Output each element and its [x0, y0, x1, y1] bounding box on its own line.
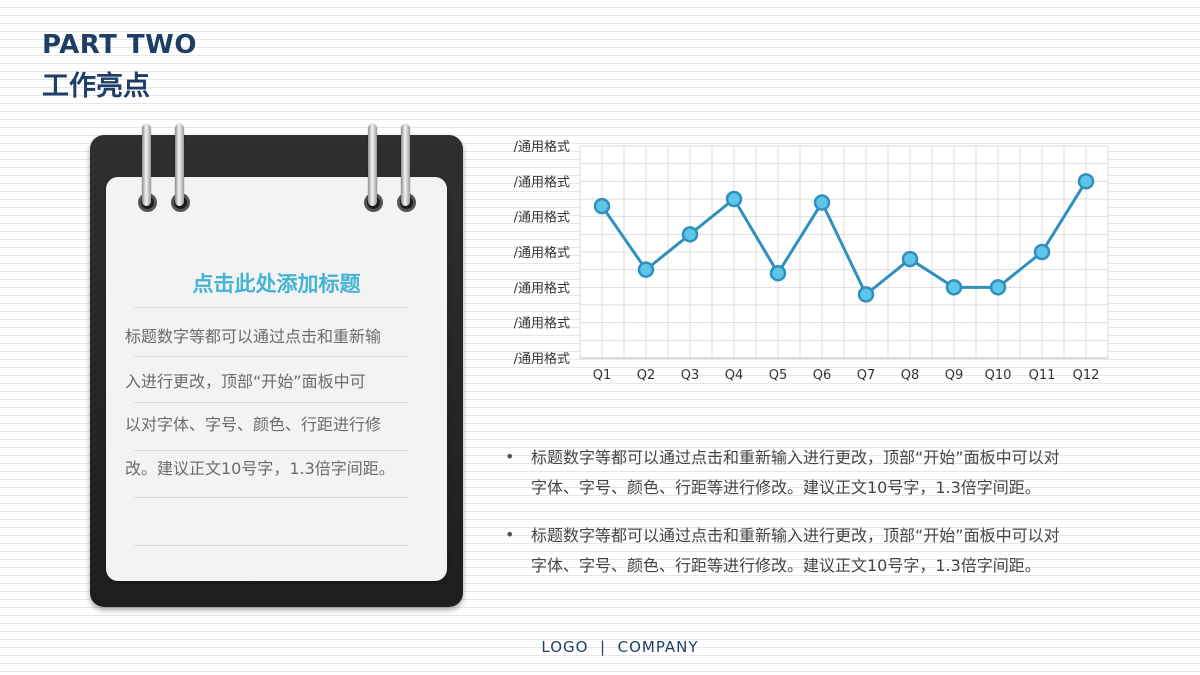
line-chart: /通用格式/通用格式/通用格式/通用格式/通用格式/通用格式/通用格式 Q1 Q2 Q… — [498, 132, 1118, 394]
card-body-line: 以对字体、字号、颜色、行距进行修 — [125, 415, 382, 434]
section-label: PART TWO — [42, 30, 197, 60]
bullet-line: 标题数字等都可以通过点击和重新输入进行更改，顶部“开始”面板中可以对 — [531, 448, 1060, 467]
data-point — [813, 194, 831, 211]
data-point — [901, 250, 919, 268]
divider — [134, 450, 408, 451]
y-tick-label: /通用格式 — [514, 210, 570, 226]
data-point — [1077, 173, 1095, 190]
binder-ring — [142, 124, 151, 206]
data-point — [1033, 243, 1051, 261]
x-tick-label: Q11 — [1029, 368, 1056, 383]
data-point — [681, 226, 699, 243]
card-body-line: 入进行更改，顶部“开始”面板中可 — [125, 372, 366, 391]
data-point — [857, 286, 875, 303]
x-tick-label: Q3 — [681, 368, 700, 383]
bullet-text: 标题数字等都可以通过点击和重新输入进行更改，顶部“开始”面板中可以对 字体、字号… — [531, 443, 1111, 503]
y-tick-label: /通用格式 — [514, 316, 570, 332]
bullet-text: 标题数字等都可以通过点击和重新输入进行更改，顶部“开始”面板中可以对 字体、字号… — [531, 521, 1111, 581]
card-body-line: 标题数字等都可以通过点击和重新输 — [125, 327, 382, 346]
data-point — [637, 261, 655, 278]
series-line — [600, 180, 1088, 296]
bullet-line: 字体、字号、颜色、行距等进行修改。建议正文10号字，1.3倍字间距。 — [531, 478, 1041, 497]
x-tick-label: Q5 — [769, 368, 788, 383]
x-tick-label: Q10 — [985, 368, 1012, 383]
x-tick-label: Q8 — [901, 368, 920, 383]
divider — [134, 545, 408, 546]
y-tick-label: /通用格式 — [514, 174, 570, 190]
page-title: 工作亮点 — [42, 71, 150, 102]
x-tick-label: Q12 — [1073, 368, 1100, 383]
footer-logo: LOGO | COMPANY — [541, 638, 699, 656]
divider — [134, 307, 408, 308]
binder-ring — [175, 124, 184, 206]
data-point — [769, 264, 787, 282]
chart-svg: /通用格式/通用格式/通用格式/通用格式/通用格式/通用格式/通用格式 Q1 Q2 Q… — [514, 139, 1109, 383]
card-body-line: 改。建议正文10号字，1.3倍字间距。 — [125, 459, 395, 478]
bullet-dot: • — [505, 447, 515, 466]
bullet-line: 字体、字号、颜色、行距等进行修改。建议正文10号字，1.3倍字间距。 — [531, 556, 1041, 575]
divider — [134, 497, 408, 498]
x-tick-label: Q4 — [725, 368, 744, 383]
data-point — [725, 190, 743, 208]
y-tick-label: /通用格式 — [514, 139, 570, 155]
data-point — [945, 279, 963, 296]
x-tick-label: Q6 — [813, 368, 832, 383]
x-tick-label: Q2 — [637, 368, 656, 383]
x-tick-label: Q1 — [593, 368, 612, 383]
bullet-line: 标题数字等都可以通过点击和重新输入进行更改，顶部“开始”面板中可以对 — [531, 526, 1060, 545]
y-tick-label: /通用格式 — [514, 245, 570, 261]
data-point — [593, 197, 611, 215]
bullet-dot: • — [505, 525, 515, 544]
notebook-page — [106, 177, 447, 581]
card-title[interactable]: 点击此处添加标题 — [192, 272, 361, 296]
data-point — [989, 279, 1007, 296]
y-tick-label: /通用格式 — [514, 280, 570, 296]
divider — [134, 402, 408, 403]
x-tick-label: Q7 — [857, 368, 876, 383]
x-tick-label: Q9 — [945, 368, 964, 383]
y-tick-label: /通用格式 — [514, 351, 570, 367]
binder-ring — [401, 124, 410, 206]
binder-ring — [368, 124, 377, 206]
divider — [134, 356, 408, 357]
